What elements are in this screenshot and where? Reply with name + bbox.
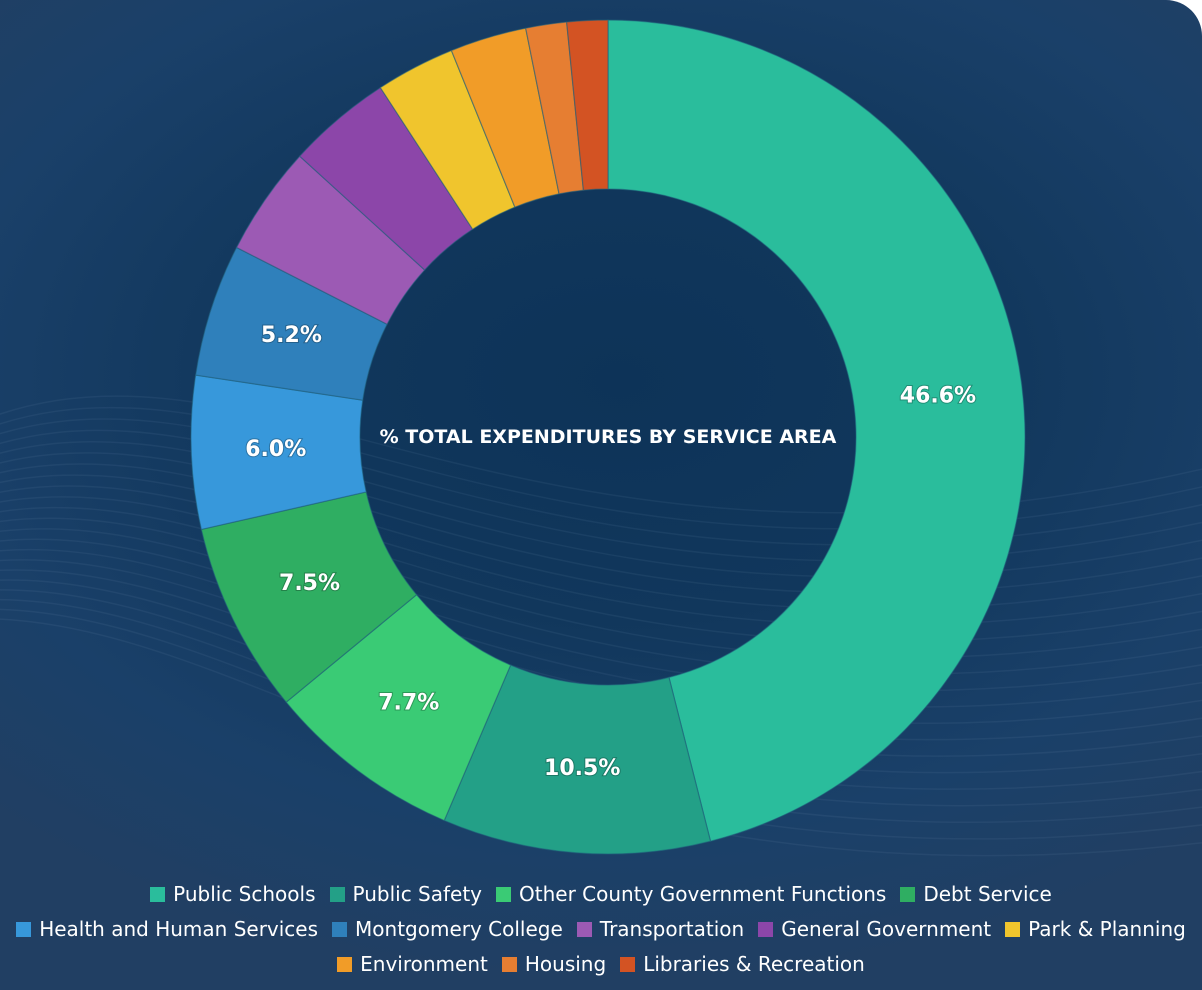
data-label-montgomery-college: 5.2% — [261, 323, 322, 348]
legend-swatch — [900, 886, 916, 902]
legend-label: Health and Human Services — [39, 917, 319, 941]
legend: Public Schools Public Safety Other County … — [0, 880, 1202, 978]
legend-swatch — [16, 921, 32, 937]
legend-item-environment[interactable]: Environment — [337, 950, 488, 978]
legend-label: Montgomery College — [355, 917, 563, 941]
legend-item-libraries-and-recreation[interactable]: Libraries & Recreation — [620, 950, 865, 978]
slice-libraries-and-recreation[interactable] — [565, 19, 609, 191]
legend-swatch — [329, 886, 345, 902]
legend-swatch — [337, 956, 353, 972]
legend-row: Public Schools Public Safety Other County … — [150, 880, 1052, 908]
legend-item-transportation[interactable]: Transportation — [576, 915, 745, 943]
legend-swatch — [576, 921, 592, 937]
legend-swatch — [332, 921, 348, 937]
legend-swatch — [758, 921, 774, 937]
legend-label: Public Schools — [173, 882, 316, 906]
legend-item-park-and-planning[interactable]: Park & Planning — [1005, 915, 1186, 943]
legend-swatch — [150, 886, 166, 902]
slice-public-schools[interactable] — [607, 19, 1026, 842]
legend-label: Environment — [360, 952, 488, 976]
data-label-public-safety: 10.5% — [544, 756, 620, 781]
background-wave-line — [0, 517, 1202, 692]
legend-label: Libraries & Recreation — [643, 952, 865, 976]
legend-item-public-safety[interactable]: Public Safety — [329, 880, 483, 908]
legend-item-housing[interactable]: Housing — [501, 950, 607, 978]
legend-label: Park & Planning — [1028, 917, 1186, 941]
legend-swatch — [620, 956, 636, 972]
legend-swatch — [496, 886, 512, 902]
legend-label: Housing — [524, 952, 607, 976]
slice-labels: 46.6% 10.5% 7.7% 7.5% 6.0% 5.2% — [244, 322, 977, 782]
legend-item-health-and-human-services[interactable]: Health and Human Services — [16, 915, 318, 943]
data-label-other-county-government-functions: 7.7% — [378, 691, 439, 716]
legend-label: Public Safety — [352, 882, 483, 906]
donut-slices — [190, 19, 1026, 855]
legend-swatch — [501, 956, 517, 972]
legend-item-other-county-government-functions[interactable]: Other County Government Functions — [496, 880, 886, 908]
legend-row: Environment Housing Libraries & Recreation — [337, 950, 865, 978]
legend-label: Transportation — [599, 917, 745, 941]
data-label-health-and-human-services: 6.0% — [245, 437, 306, 462]
legend-label: Debt Service — [923, 882, 1052, 906]
legend-label: Other County Government Functions — [519, 882, 887, 906]
legend-item-public-schools[interactable]: Public Schools — [150, 880, 316, 908]
chart-title: % TOTAL EXPENDITURES BY SERVICE AREA — [380, 426, 837, 448]
legend-label: General Government — [781, 917, 992, 941]
legend-swatch — [1005, 921, 1021, 937]
data-label-public-schools: 46.6% — [900, 383, 976, 408]
legend-item-general-government[interactable]: General Government — [758, 915, 991, 943]
legend-row: Health and Human Services Montgomery Coll… — [16, 915, 1186, 943]
data-label-debt-service: 7.5% — [279, 571, 340, 596]
legend-item-montgomery-college[interactable]: Montgomery College — [332, 915, 563, 943]
legend-item-debt-service[interactable]: Debt Service — [900, 880, 1052, 908]
